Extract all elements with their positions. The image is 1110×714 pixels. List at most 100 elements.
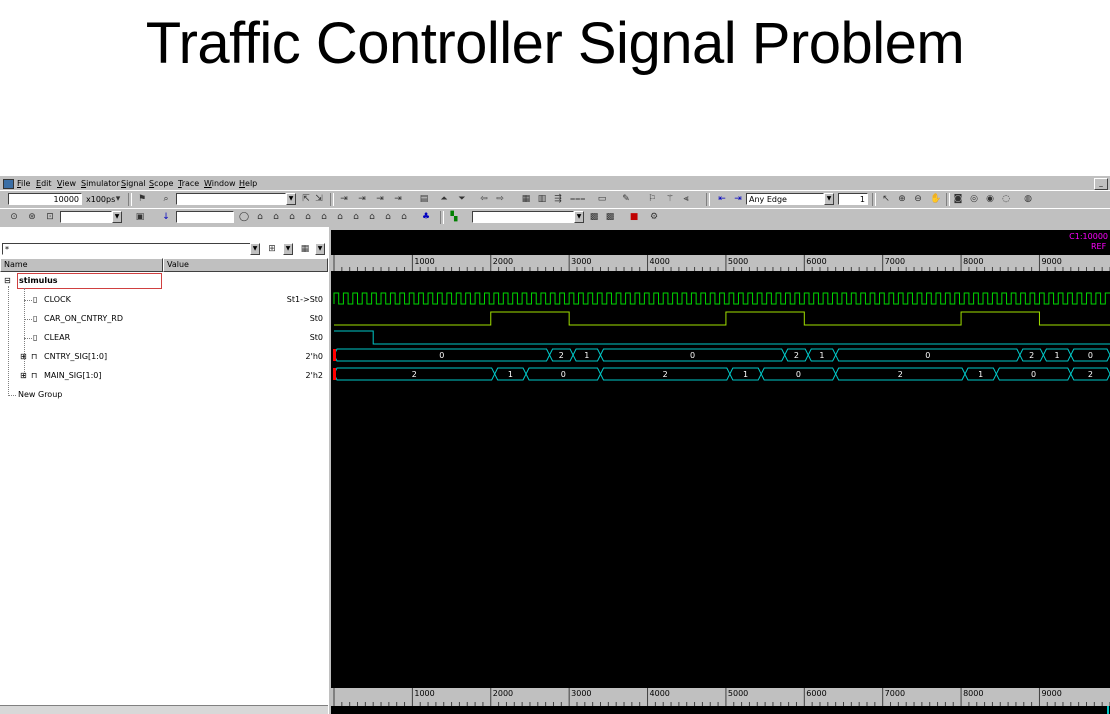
signal-row[interactable]: ⊞ ⊓ MAIN_SIG[1:0] 2'h2 [0, 368, 328, 384]
app-icon[interactable] [3, 179, 14, 189]
menu-help[interactable]: Help [239, 179, 258, 188]
menu-simulator[interactable]: Simulator [81, 179, 120, 188]
group-row-stimulus[interactable]: ⊟ stimulus [0, 273, 328, 289]
search-next-icon[interactable]: ⇲ [315, 194, 323, 204]
waveform-canvas[interactable]: C1:10000 REF 1000 2000 3000 4000 5000 6000 700… [331, 230, 1110, 714]
list-icon[interactable]: ▦ [521, 194, 531, 204]
zoom-region-icon[interactable]: ◌ [1002, 194, 1010, 204]
back-icon[interactable]: ⇦ [480, 194, 488, 204]
scope-dropdown-button[interactable]: ▼ [112, 211, 122, 223]
trace-icon[interactable]: ⫷ [683, 194, 689, 204]
group-icon[interactable]: ▥ [537, 194, 547, 204]
break-icon[interactable]: ⌂ [273, 212, 279, 222]
prev-edge-icon[interactable]: ⇤ [718, 194, 726, 204]
value-input[interactable] [176, 211, 234, 223]
move-down-icon[interactable]: ⏷ [458, 194, 466, 204]
next-edge-icon[interactable]: ⇥ [734, 194, 742, 204]
settings-icon[interactable]: ⚙ [649, 212, 659, 222]
format-dropdown-button[interactable]: ▼ [283, 243, 293, 255]
window-icon[interactable]: ▭ [597, 194, 607, 204]
edge-dropdown-button[interactable]: ▼ [824, 193, 834, 205]
radio-icon[interactable]: ◯ [238, 212, 250, 222]
zoom-out-icon[interactable]: ⊖ [914, 194, 922, 204]
search-field[interactable] [176, 193, 286, 205]
zoom-reset-icon[interactable]: ⊛ [28, 212, 36, 222]
menu-scope[interactable]: Scope [149, 179, 174, 188]
color-icon[interactable]: ♣ [421, 212, 431, 222]
save-icon[interactable]: ⌂ [369, 212, 375, 222]
minimize-button[interactable]: _ [1094, 178, 1108, 190]
send-to-icon[interactable]: ▚ [450, 212, 458, 222]
menu-signal[interactable]: Signal [121, 179, 146, 188]
step-over-icon[interactable]: ⇥ [376, 194, 384, 204]
menu-window[interactable]: Window [204, 179, 236, 188]
expand-icon[interactable]: ⇶ [554, 194, 562, 204]
binoculars-icon[interactable]: ⌕ [163, 194, 169, 204]
zoom-cursor-icon[interactable]: ◉ [986, 194, 994, 204]
filter-dropdown-button[interactable]: ▼ [250, 243, 260, 255]
edge-count-input[interactable]: 1 [838, 193, 868, 205]
signal-row[interactable]: ▯ CLEAR St0 [0, 330, 328, 346]
search-prev-icon[interactable]: ⇱ [302, 194, 310, 204]
pane-splitter[interactable] [328, 227, 332, 714]
expand-icon[interactable]: ⊞ [20, 371, 27, 380]
scope-select[interactable] [60, 211, 112, 223]
register-icon[interactable]: ▩ [605, 212, 615, 222]
print-icon[interactable]: ⌂ [385, 212, 391, 222]
schematic-icon[interactable]: ▩ [589, 212, 599, 222]
signal-filter-input[interactable]: * [2, 243, 258, 255]
down-arrow-icon[interactable]: ↓ [162, 212, 170, 222]
force-icon[interactable]: ⌂ [305, 212, 311, 222]
step-icon[interactable]: ⇥ [340, 194, 348, 204]
group-row-new[interactable]: New Group [0, 387, 328, 403]
send-target-select[interactable] [472, 211, 574, 223]
probe-icon[interactable]: ⌂ [353, 212, 359, 222]
source-icon[interactable]: ⌂ [401, 212, 407, 222]
zoom-full-icon[interactable]: ◎ [970, 194, 978, 204]
format-icon[interactable]: ⊞ [268, 244, 276, 254]
stop-icon[interactable]: ■ [629, 212, 639, 222]
time-unit-select[interactable]: x100ps [86, 195, 116, 204]
zoom-fit-icon[interactable]: ◙ [953, 194, 963, 204]
radix-dropdown-button[interactable]: ▼ [315, 243, 325, 255]
watch-icon[interactable]: ⌂ [289, 212, 295, 222]
signal-list-scrollbar[interactable] [0, 705, 328, 714]
column-header-value[interactable]: Value [163, 258, 328, 272]
column-header-name[interactable]: Name [0, 258, 163, 272]
step-into-icon[interactable]: ⇥ [358, 194, 366, 204]
search-dropdown-button[interactable]: ▼ [286, 193, 296, 205]
zoom-box-icon[interactable]: ⊡ [46, 212, 54, 222]
zoom-back-icon[interactable]: ⊙ [10, 212, 18, 222]
document-icon[interactable]: ▤ [419, 194, 429, 204]
menu-trace[interactable]: Trace [178, 179, 200, 188]
signal-row[interactable]: ⊞ ⊓ CNTRY_SIG[1:0] 2'h0 [0, 349, 328, 365]
film-icon[interactable]: ▣ [135, 212, 145, 222]
release-icon[interactable]: ⌂ [321, 212, 327, 222]
forward-icon[interactable]: ⇨ [496, 194, 504, 204]
chevron-down-icon[interactable]: ▾ [115, 194, 121, 204]
deposit-icon[interactable]: ⌂ [337, 212, 343, 222]
menu-file[interactable]: File [17, 179, 31, 188]
radix-icon[interactable]: ▦ [300, 244, 310, 254]
run-icon[interactable]: ⚑ [137, 194, 147, 204]
pointer-icon[interactable]: ↖ [882, 194, 890, 204]
expand-icon[interactable]: ⊞ [20, 352, 27, 361]
menu-edit[interactable]: Edit [36, 179, 52, 188]
menu-view[interactable]: View [57, 179, 76, 188]
bus-icon[interactable]: ⩶ [570, 194, 586, 204]
waveform-pane[interactable]: C1:10000 REF 1000 2000 3000 4000 5000 6000 700… [331, 230, 1110, 714]
breakpoint-icon[interactable]: ⌂ [257, 212, 263, 222]
signal-row[interactable]: ▯ CAR_ON_CNTRY_RD St0 [0, 311, 328, 327]
pan-icon[interactable]: ✋ [930, 194, 942, 204]
collapse-icon[interactable]: ⊟ [4, 276, 11, 285]
marker-icon[interactable]: ⚐ [647, 194, 657, 204]
send-target-dropdown-button[interactable]: ▼ [574, 211, 584, 223]
move-up-icon[interactable]: ⏶ [440, 194, 448, 204]
edge-select[interactable]: Any Edge [746, 193, 824, 205]
signal-row[interactable]: ▯ CLOCK St1->St0 [0, 292, 328, 308]
zoom-previous-icon[interactable]: ◍ [1024, 194, 1032, 204]
step-out-icon[interactable]: ⇥ [394, 194, 402, 204]
pen-icon[interactable]: ✎ [622, 194, 630, 204]
time-input[interactable]: 10000 [8, 193, 82, 205]
zoom-in-icon[interactable]: ⊕ [898, 194, 906, 204]
